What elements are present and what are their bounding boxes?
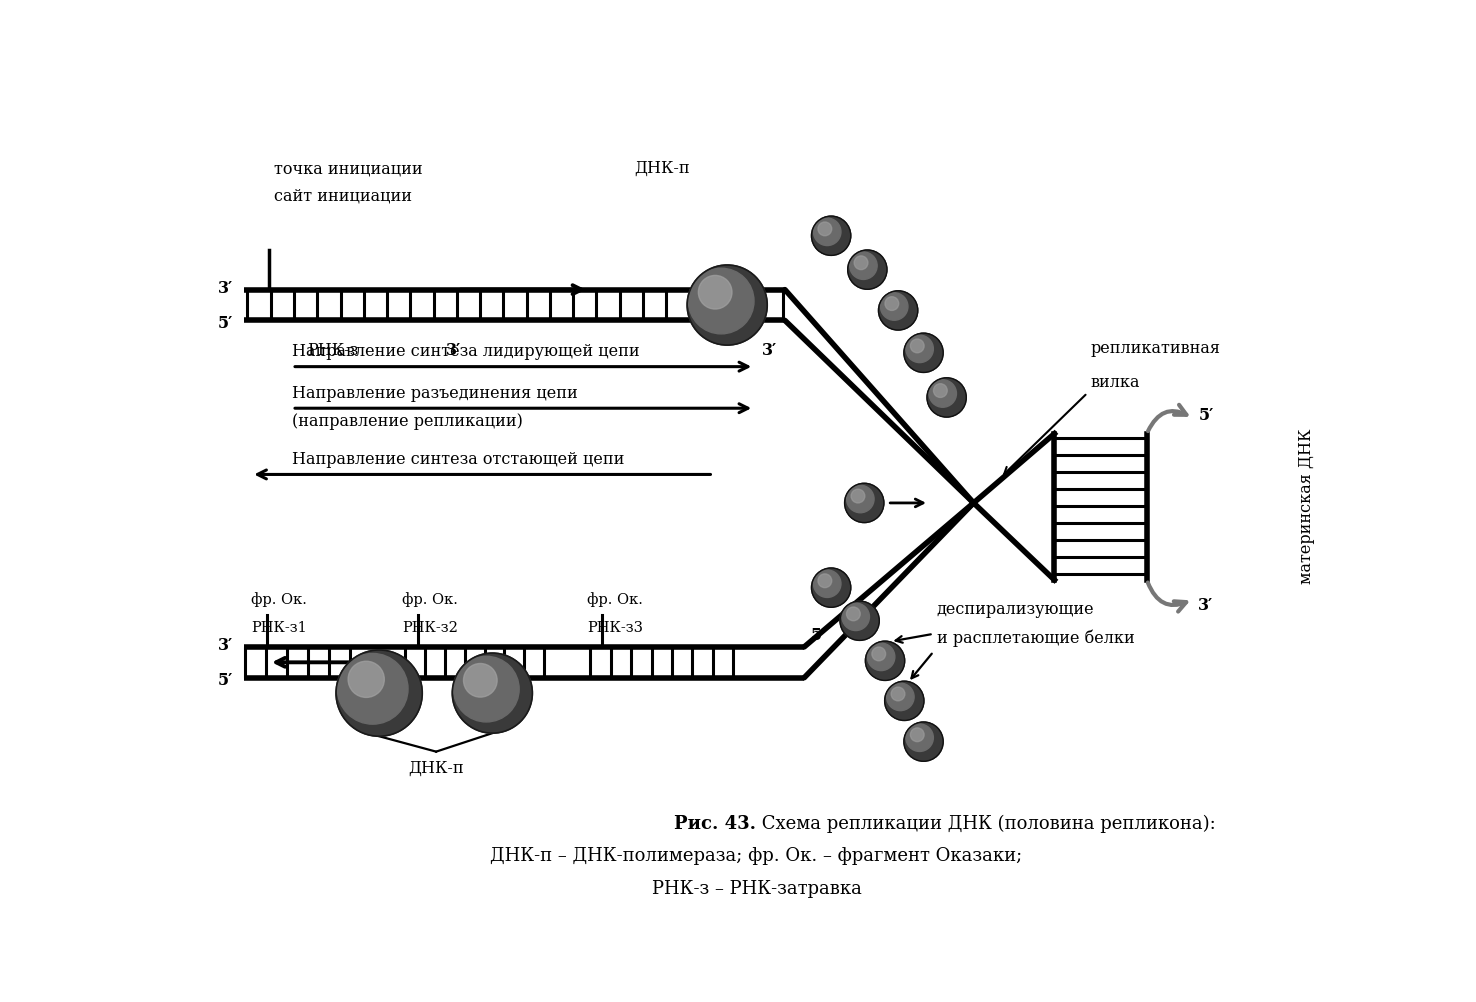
Text: 3′: 3′ [446, 342, 462, 359]
Text: 3′: 3′ [217, 637, 233, 654]
Circle shape [453, 656, 520, 722]
Text: 3′: 3′ [1199, 597, 1213, 614]
Text: РНК-з – РНК-затравка: РНК-з – РНК-затравка [651, 880, 862, 898]
Circle shape [872, 647, 886, 660]
Circle shape [337, 650, 422, 736]
Text: РНК-з1: РНК-з1 [251, 620, 307, 634]
Circle shape [927, 378, 967, 417]
Text: РНК-з2: РНК-з2 [403, 620, 458, 634]
Circle shape [844, 483, 884, 523]
Text: РНК-з3: РНК-з3 [587, 620, 644, 634]
Text: репликативная: репликативная [1091, 341, 1221, 358]
Text: 5′: 5′ [810, 627, 825, 644]
Circle shape [906, 724, 933, 752]
Text: точка инициации: точка инициации [275, 160, 424, 177]
Circle shape [698, 276, 732, 309]
Circle shape [338, 653, 407, 724]
Text: сайт инициации: сайт инициации [275, 188, 412, 205]
Text: фр. Ок.: фр. Ок. [587, 592, 644, 607]
Text: 5′: 5′ [1199, 408, 1213, 425]
Circle shape [852, 489, 865, 503]
Text: фр. Ок.: фр. Ок. [251, 592, 307, 607]
Circle shape [928, 380, 956, 407]
Circle shape [903, 333, 943, 373]
Circle shape [865, 641, 905, 680]
Circle shape [892, 687, 905, 700]
Circle shape [878, 291, 918, 330]
Circle shape [847, 249, 887, 290]
Circle shape [886, 297, 899, 311]
Text: Схема репликации ДНК (половина репликона):: Схема репликации ДНК (половина репликона… [757, 815, 1216, 833]
Circle shape [688, 265, 768, 345]
Text: и расплетающие белки: и расплетающие белки [937, 629, 1135, 647]
Text: ДНК-п: ДНК-п [409, 760, 463, 777]
Text: материнская ДНК: материнская ДНК [1297, 429, 1315, 584]
Text: 3′: 3′ [762, 342, 778, 359]
Circle shape [855, 256, 868, 270]
Circle shape [840, 601, 880, 640]
Text: вилка: вилка [1091, 374, 1139, 391]
Text: Направление синтеза лидирующей цепи: Направление синтеза лидирующей цепи [292, 344, 639, 361]
Circle shape [846, 607, 861, 621]
Circle shape [847, 485, 874, 513]
Circle shape [463, 663, 497, 697]
Text: ДНК-п: ДНК-п [633, 160, 689, 177]
Text: 5′: 5′ [217, 672, 233, 689]
Circle shape [452, 653, 533, 733]
Circle shape [688, 269, 754, 334]
Circle shape [903, 722, 943, 762]
Circle shape [812, 568, 850, 607]
Circle shape [884, 681, 924, 720]
Circle shape [813, 218, 841, 245]
Circle shape [841, 603, 869, 630]
Text: фр. Ок.: фр. Ок. [403, 592, 458, 607]
Circle shape [850, 252, 877, 280]
Circle shape [906, 335, 933, 363]
Text: Рис. 43.: Рис. 43. [675, 815, 757, 833]
Circle shape [818, 574, 832, 587]
Circle shape [933, 384, 948, 398]
Text: деспирализующие: деспирализующие [937, 601, 1094, 618]
Text: 3′: 3′ [217, 280, 233, 297]
Circle shape [881, 293, 908, 321]
Text: Направление разъединения цепи: Направление разъединения цепи [292, 385, 579, 402]
Circle shape [887, 683, 914, 710]
Circle shape [911, 339, 924, 353]
Circle shape [348, 661, 384, 697]
Text: 5′: 5′ [217, 315, 233, 332]
Text: РНК-з: РНК-з [307, 342, 359, 359]
Circle shape [911, 727, 924, 741]
Text: Направление синтеза отстающей цепи: Направление синтеза отстающей цепи [292, 451, 624, 468]
Circle shape [813, 570, 841, 597]
Text: ДНК-п – ДНК-полимераза; фр. Ок. – фрагмент Оказаки;: ДНК-п – ДНК-полимераза; фр. Ок. – фрагме… [490, 848, 1023, 866]
Circle shape [868, 643, 894, 670]
Text: (направление репликации): (направление репликации) [292, 413, 523, 430]
Circle shape [812, 216, 850, 256]
Circle shape [818, 222, 832, 235]
